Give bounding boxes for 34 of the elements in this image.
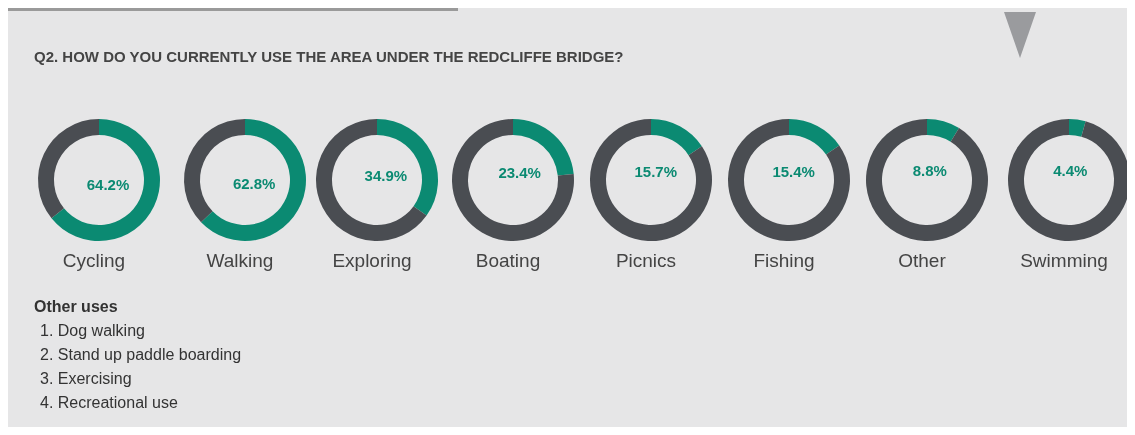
text: 4. Recreational use (39, 394, 179, 412)
donut-slice (590, 119, 712, 241)
text: Exploring (331, 250, 413, 272)
text: Other (897, 250, 947, 272)
donut-slice (651, 119, 702, 156)
donut-slice (51, 119, 160, 241)
text: 2. Stand up paddle boarding (39, 346, 243, 364)
donut-slice (866, 119, 988, 241)
data-label: 15.4% (772, 162, 815, 180)
text: Q2. HOW DO YOU CURRENTLY USE THE AREA UNDER THE REDCLIFFE BRIDGE? (34, 48, 624, 65)
donut-slice (1008, 119, 1127, 241)
donut-slice (789, 119, 840, 155)
data-label: 15.7% (634, 162, 678, 180)
donut-slice (452, 119, 574, 241)
data-label: 8.8% (912, 161, 947, 179)
data-label: 4.4% (1053, 161, 1088, 179)
text: Other uses (34, 298, 119, 316)
text: 1. Dog walking (39, 322, 146, 340)
data-label: 64.2% (86, 175, 130, 193)
donut-slice (201, 119, 306, 241)
text: Swimming (1019, 250, 1109, 272)
text: Fishing (752, 250, 816, 272)
data-label: 34.9% (364, 166, 408, 184)
text: Cycling (61, 250, 127, 272)
donut-slice (927, 119, 960, 142)
text: Picnics (614, 250, 678, 272)
text: Walking (205, 250, 275, 272)
text: 3. Exercising (39, 370, 133, 388)
donut-slice (316, 119, 427, 241)
text: Boating (474, 250, 542, 272)
data-label: 62.8% (232, 175, 276, 193)
data-label: 23.4% (498, 164, 541, 182)
donut-slice (728, 119, 850, 241)
donut-slice (1069, 119, 1086, 137)
